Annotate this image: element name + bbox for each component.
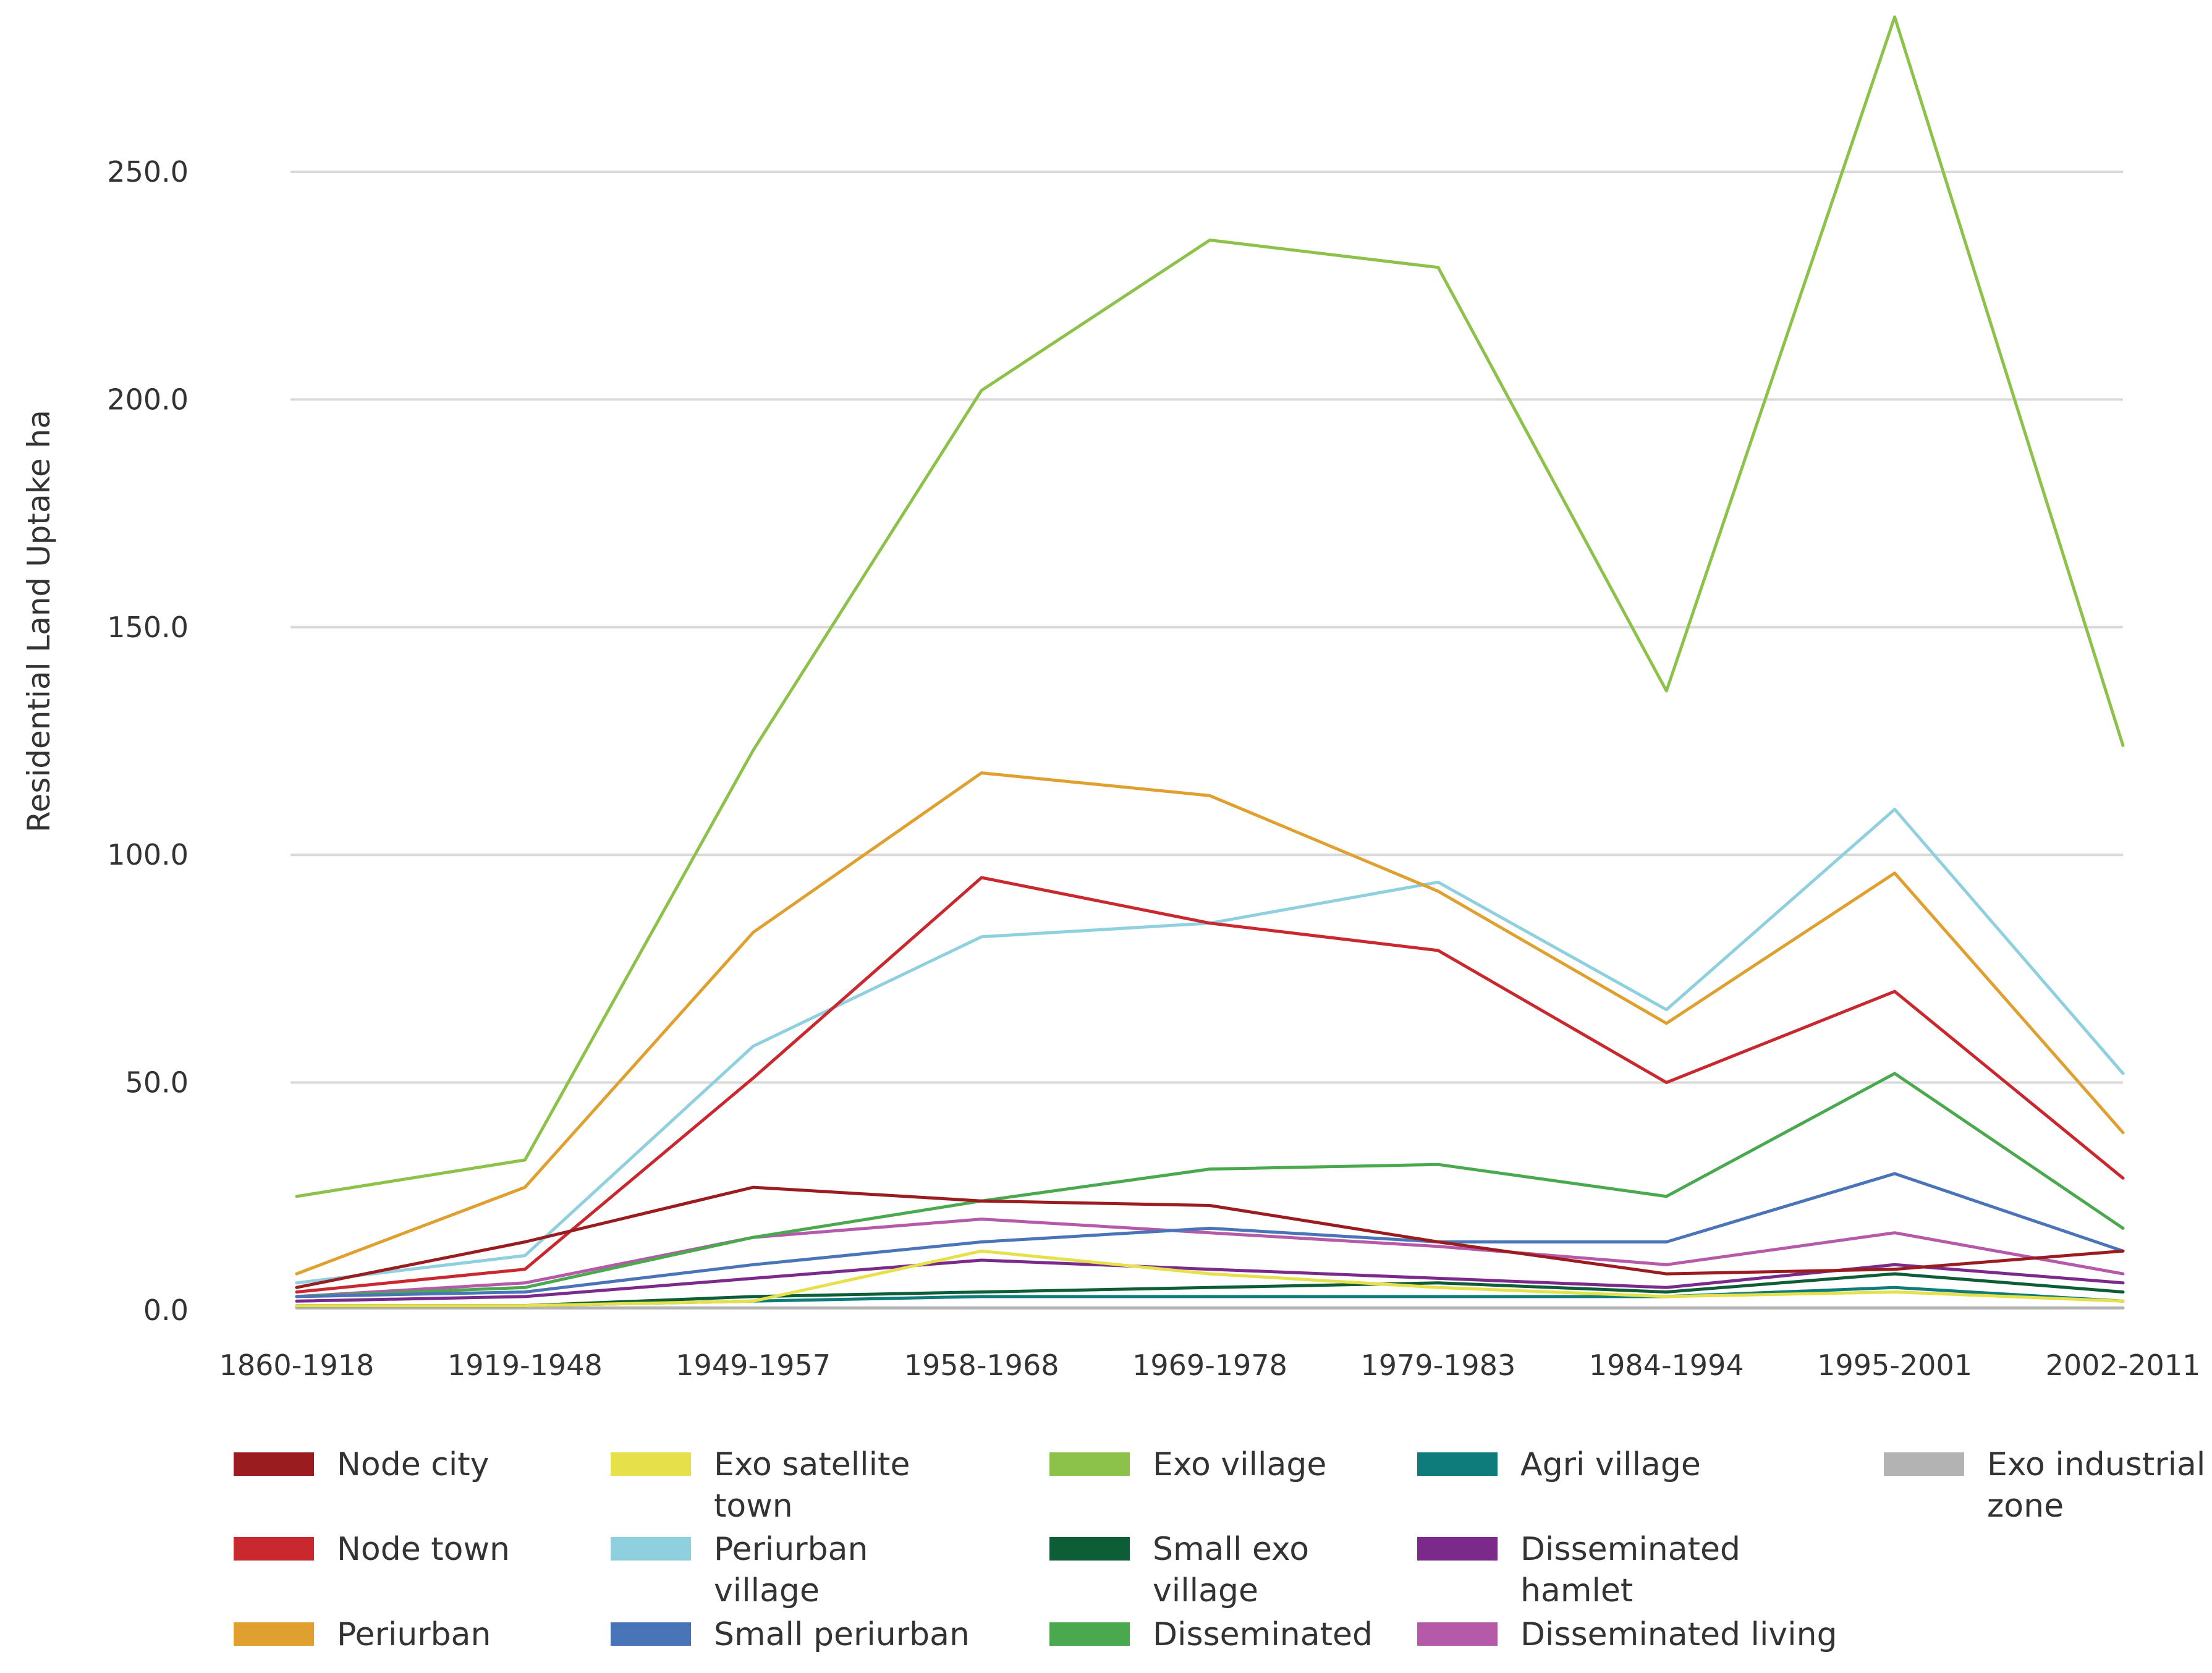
y-axis-title: Residential Land Uptake ha — [21, 410, 57, 832]
legend-label-node-town: Node town — [337, 1531, 510, 1568]
legend-label-small-periurban: Small periurban — [714, 1616, 970, 1653]
x-tick-label: 1860-1918 — [219, 1349, 375, 1382]
legend-label-periurban-village: Periurban village — [714, 1531, 868, 1609]
x-tick-label: 2002-2011 — [2046, 1349, 2201, 1382]
x-tick-label: 1979-1983 — [1361, 1349, 1516, 1382]
series-line-periurban-village — [295, 808, 2125, 1285]
legend-label-node-city: Node city — [337, 1446, 489, 1483]
y-tick-label: 50.0 — [125, 1066, 189, 1099]
x-tick-label: 1984-1994 — [1589, 1349, 1744, 1382]
legend-label-agri-village: Agri village — [1520, 1446, 1701, 1483]
legend-label-small-exo-village: Small exo village — [1153, 1531, 1309, 1609]
y-tick-label: 200.0 — [107, 383, 189, 416]
x-tick-label: 1995-2001 — [1817, 1349, 1972, 1382]
y-tick-label: 0.0 — [143, 1294, 189, 1327]
legend-swatch-exo-satellite-town — [611, 1452, 691, 1476]
x-tick-label: 1958-1968 — [904, 1349, 1059, 1382]
series-line-disseminated-living — [295, 1218, 2125, 1298]
legend-swatch-exo-village — [1049, 1452, 1130, 1476]
legend-label-periurban: Periurban — [337, 1616, 491, 1653]
legend-label-disseminated-living: Disseminated living — [1520, 1616, 1837, 1653]
x-tick-label: 1969-1978 — [1132, 1349, 1287, 1382]
legend-label-exo-satellite-town: Exo satellite town — [714, 1446, 910, 1525]
grid-lines — [290, 171, 2123, 1084]
y-tick-label: 100.0 — [107, 838, 189, 871]
series-line-small-periurban — [295, 1172, 2125, 1298]
x-tick-label: 1919-1948 — [447, 1349, 603, 1382]
x-tick-label: 1949-1957 — [676, 1349, 831, 1382]
series-line-node-town — [295, 876, 2125, 1294]
series-line-periurban — [295, 771, 2125, 1276]
legend-swatch-agri-village — [1417, 1452, 1498, 1476]
legend: Node city Node town Periurban Exo satellite… — [234, 1446, 2205, 1653]
legend-label-exo-village: Exo village — [1153, 1446, 1326, 1483]
legend-swatch-periurban-village — [611, 1537, 691, 1561]
x-tick-labels: 1860-1918 1919-1948 1949-1957 1958-1968 1969… — [219, 1349, 2201, 1382]
series-lines — [295, 15, 2125, 1310]
legend-swatch-exo-industrial-zone — [1884, 1452, 1964, 1476]
legend-swatch-node-town — [234, 1537, 314, 1561]
series-line-disseminated-hamlet — [295, 1258, 2125, 1303]
legend-label-disseminated: Disseminated — [1153, 1616, 1373, 1653]
legend-swatch-small-periurban — [611, 1622, 691, 1646]
legend-swatch-disseminated — [1049, 1622, 1130, 1646]
y-tick-label: 150.0 — [107, 611, 189, 644]
legend-swatch-node-city — [234, 1452, 314, 1476]
legend-label-disseminated-hamlet: Disseminated hamlet — [1520, 1531, 1740, 1609]
y-tick-label: 250.0 — [107, 155, 189, 188]
series-line-exo-satellite-town — [295, 1249, 2125, 1308]
legend-swatch-periurban — [234, 1622, 314, 1646]
legend-swatch-small-exo-village — [1049, 1537, 1130, 1561]
legend-swatch-disseminated-hamlet — [1417, 1537, 1498, 1561]
legend-label-exo-industrial-zone: Exo industrial zone — [1987, 1446, 2205, 1525]
series-line-disseminated — [295, 1072, 2125, 1298]
legend-swatch-disseminated-living — [1417, 1622, 1498, 1646]
series-line-node-city — [295, 1185, 2125, 1289]
y-tick-labels: 0.0 50.0 100.0 150.0 200.0 250.0 — [107, 155, 189, 1327]
series-line-exo-village — [295, 15, 2125, 1198]
